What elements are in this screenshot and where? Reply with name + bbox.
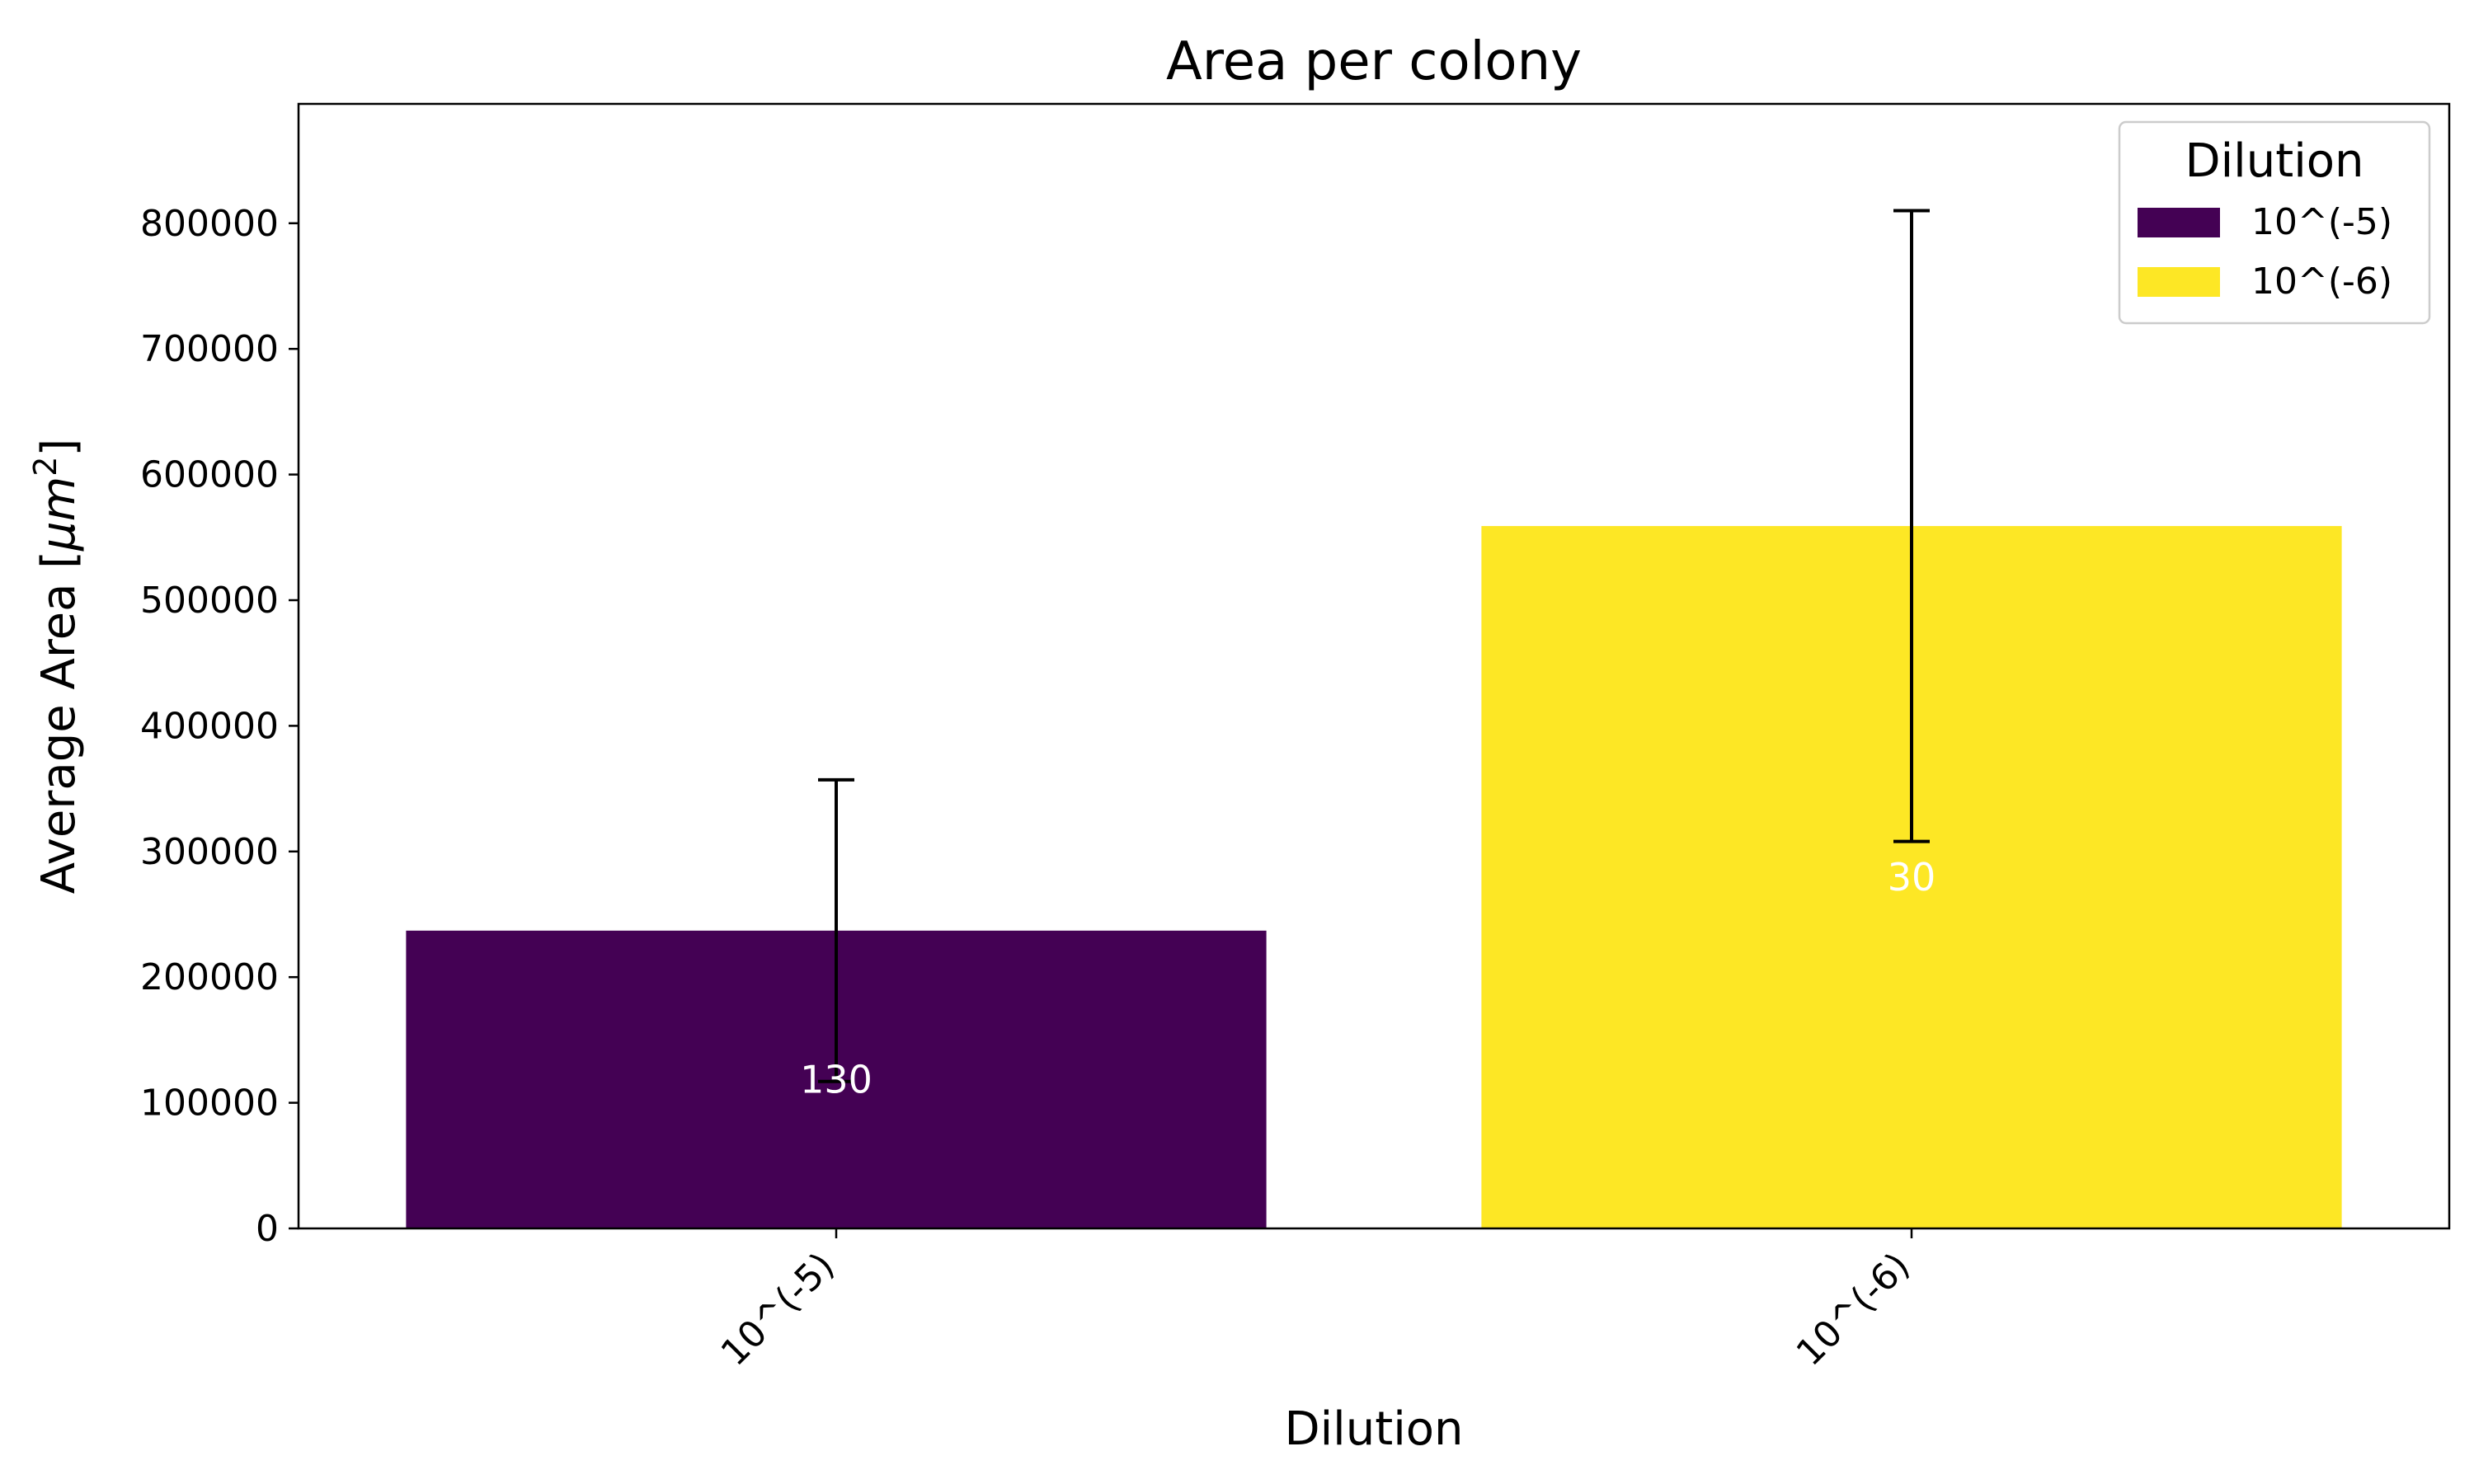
- y-tick-label: 400000: [140, 705, 279, 747]
- x-tick-label: 10^(-5): [713, 1245, 843, 1374]
- y-axis-title-close: ]: [32, 439, 86, 457]
- y-tick-label: 300000: [140, 831, 279, 873]
- y-tick-label: 500000: [140, 580, 279, 622]
- legend-swatch: [2138, 208, 2220, 237]
- legend-label: 10^(-6): [2251, 261, 2392, 303]
- legend: Dilution 10^(-5) 10^(-6): [2118, 120, 2431, 325]
- y-axis-title: Average Area [μm2]: [27, 439, 86, 895]
- legend-title: Dilution: [2185, 134, 2364, 188]
- y-axis-title-exponent: 2: [27, 457, 63, 477]
- y-tick-label: 700000: [140, 328, 279, 370]
- error-bars: [818, 209, 1930, 1083]
- y-tick-label: 200000: [140, 956, 279, 998]
- bar-labels: 130 30: [800, 855, 1935, 1101]
- x-tick-label: 10^(-6): [1789, 1245, 1918, 1374]
- bar-series: [406, 526, 2342, 1228]
- plot-frame: [297, 102, 2451, 1230]
- y-tick-label: 100000: [140, 1082, 279, 1125]
- y-axis-title-unit: μm: [32, 477, 86, 552]
- bar-value-label: 30: [1888, 855, 1936, 899]
- y-axis-title-text: Average Area [: [32, 551, 86, 894]
- x-axis-title: Dilution: [1285, 1402, 1464, 1456]
- y-axis: 0 100000 200000 300000 400000 500000 600000 700…: [140, 203, 299, 1250]
- legend-swatch: [2138, 267, 2220, 297]
- chart-title: Area per colony: [1166, 31, 1582, 92]
- x-axis: 10^(-5) 10^(-6): [713, 1228, 1918, 1374]
- y-tick-label: 0: [256, 1208, 279, 1250]
- y-tick-label: 800000: [140, 203, 279, 245]
- bar-value-label: 130: [800, 1057, 872, 1101]
- legend-label: 10^(-5): [2251, 201, 2392, 243]
- y-tick-label: 600000: [140, 454, 279, 496]
